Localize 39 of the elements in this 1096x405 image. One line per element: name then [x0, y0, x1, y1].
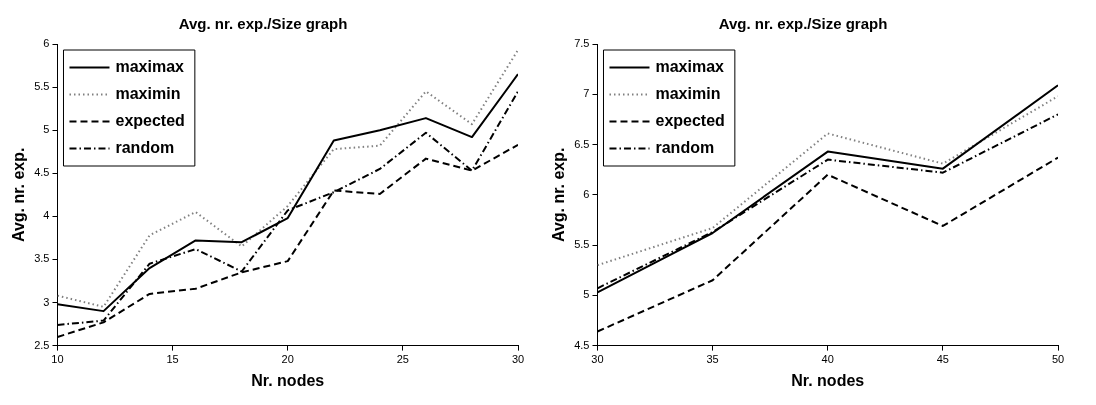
y-tick-label: 4 — [43, 209, 50, 222]
y-tick-label: 6 — [43, 37, 50, 50]
x-tick-label: 50 — [1051, 353, 1065, 366]
x-tick-label: 35 — [706, 353, 719, 366]
x-axis-title: Nr. nodes — [251, 371, 325, 389]
x-tick-label: 30 — [591, 353, 604, 366]
x-tick-label: 45 — [936, 353, 949, 366]
legend-label: expected — [115, 111, 185, 129]
x-tick-label: 25 — [396, 353, 409, 366]
x-tick-label: 15 — [166, 353, 179, 366]
y-tick-label: 5 — [43, 123, 50, 136]
x-tick-label: 40 — [821, 353, 834, 366]
legend-label: random — [115, 138, 175, 156]
x-tick-label: 10 — [51, 353, 64, 366]
legend-label: maximax — [655, 57, 725, 75]
y-axis-title: Avg. nr. exp. — [10, 147, 28, 243]
y-tick-label: 6 — [583, 187, 590, 200]
y-tick-label: 5 — [583, 288, 590, 301]
y-tick-label: 4.5 — [34, 166, 50, 179]
x-tick-label: 20 — [281, 353, 294, 366]
y-tick-label: 4.5 — [574, 338, 590, 351]
legend-label: maximin — [115, 84, 181, 102]
legend-label: random — [655, 138, 715, 156]
legend-label: expected — [655, 111, 725, 129]
y-tick-label: 5.5 — [574, 238, 590, 251]
y-tick-label: 3.5 — [34, 252, 50, 265]
y-tick-label: 7 — [583, 87, 590, 100]
y-tick-label: 7.5 — [574, 37, 590, 50]
y-axis-title: Avg. nr. exp. — [550, 147, 568, 243]
y-tick-label: 6.5 — [574, 137, 590, 150]
y-tick-label: 5.5 — [34, 80, 50, 93]
legend-label: maximax — [115, 57, 185, 75]
legend-label: maximin — [655, 84, 721, 102]
x-axis-title: Nr. nodes — [791, 371, 865, 389]
x-tick-label: 30 — [511, 353, 525, 366]
chart-title: Avg. nr. exp./Size graph — [178, 15, 348, 33]
chart-title: Avg. nr. exp./Size graph — [718, 15, 888, 33]
y-tick-label: 2.5 — [34, 338, 50, 351]
y-tick-label: 3 — [43, 295, 50, 308]
